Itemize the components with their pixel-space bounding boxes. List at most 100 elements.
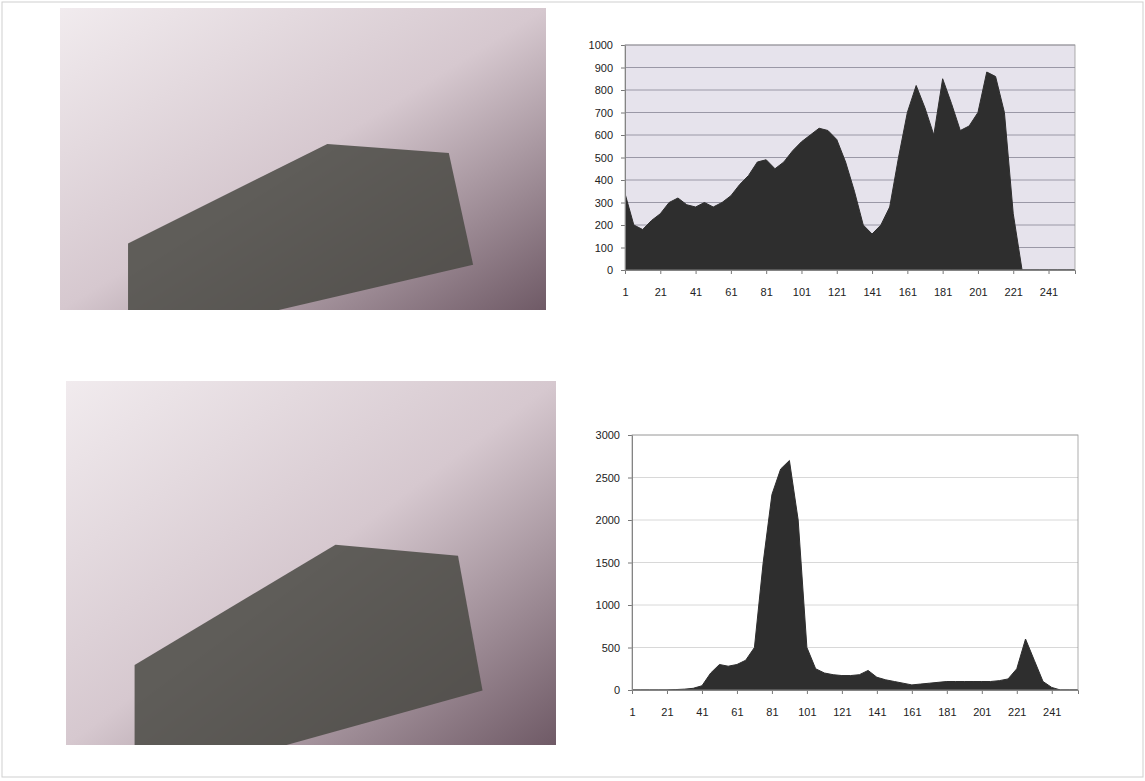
tick: 201	[969, 270, 987, 298]
tick: 500	[595, 152, 625, 164]
tick: 1000	[589, 39, 625, 51]
tick-label: 41	[696, 706, 708, 718]
tick-mark	[628, 435, 632, 436]
plot-background	[625, 45, 1075, 270]
histogram-area	[632, 461, 1078, 691]
tick: 81	[761, 270, 773, 298]
tick-label: 500	[602, 642, 620, 654]
tick-label: 181	[934, 286, 952, 298]
tick-label: 241	[1040, 286, 1058, 298]
tick-label: 201	[969, 286, 987, 298]
tick-mark	[628, 563, 632, 564]
tick-mark	[702, 690, 703, 694]
x-axis: 121416181101121141161181201221241	[622, 270, 1075, 298]
tick-mark	[807, 690, 808, 694]
tick: 181	[938, 690, 956, 718]
tick-mark	[943, 270, 944, 274]
tick-mark	[621, 270, 625, 271]
tick-mark	[628, 478, 632, 479]
tick-mark	[621, 135, 625, 136]
tick: 2500	[596, 472, 632, 484]
tick: 2000	[596, 514, 632, 526]
tick-label: 1000	[589, 39, 613, 51]
tick-label: 101	[793, 286, 811, 298]
tick-mark	[621, 45, 625, 46]
tick-label: 181	[938, 706, 956, 718]
tick-label: 100	[595, 242, 613, 254]
tick-label: 241	[1043, 706, 1061, 718]
tick-mark	[731, 270, 732, 274]
grid-line	[632, 477, 1078, 478]
tick-label: 41	[690, 286, 702, 298]
tick-mark	[872, 270, 873, 274]
frame	[2, 2, 1143, 777]
tick-label: 141	[868, 706, 886, 718]
tick-label: 141	[863, 286, 881, 298]
tick: 800	[595, 84, 625, 96]
tick-mark	[772, 690, 773, 694]
axis-line	[633, 691, 1079, 695]
tick-mark	[1049, 270, 1050, 274]
tick-label: 300	[595, 197, 613, 209]
y-axis: 050010001500200025003000	[596, 429, 633, 696]
tick-label: 0	[607, 264, 613, 276]
tick-mark	[982, 690, 983, 694]
page: 1214161811011211411611812012212410100200…	[0, 0, 1145, 781]
tick: 21	[661, 690, 673, 718]
tick: 3000	[596, 429, 632, 441]
tick-label: 1	[629, 706, 635, 718]
axis-line	[626, 271, 1076, 275]
tick-label: 500	[595, 152, 613, 164]
grid-line	[625, 90, 1075, 91]
tick-label: 700	[595, 107, 613, 119]
tick-mark	[660, 270, 661, 274]
tick: 221	[1008, 690, 1026, 718]
tick-mark	[621, 90, 625, 91]
tick-mark	[696, 270, 697, 274]
tick-mark	[628, 690, 632, 691]
photo-ground	[60, 8, 546, 310]
tick-label: 161	[903, 706, 921, 718]
tick-mark	[621, 203, 625, 204]
tick-label: 3000	[596, 429, 620, 441]
tick-label: 2500	[596, 472, 620, 484]
tick-label: 800	[595, 84, 613, 96]
tick: 101	[798, 690, 816, 718]
tick-label: 1500	[596, 557, 620, 569]
photo-object	[128, 144, 473, 310]
tick: 0	[614, 684, 632, 696]
tick-label: 400	[595, 174, 613, 186]
tick-mark	[621, 158, 625, 159]
tick-mark	[1052, 690, 1053, 694]
tick-label: 61	[731, 706, 743, 718]
plot-background	[632, 435, 1078, 690]
tick: 300	[595, 197, 625, 209]
plot-frame	[625, 45, 1075, 270]
tick: 100	[595, 242, 625, 254]
tick-label: 121	[833, 706, 851, 718]
tick-mark	[737, 690, 738, 694]
photo-object	[135, 545, 483, 745]
tick: 1	[629, 690, 635, 718]
tick-mark	[978, 270, 979, 274]
histogram-area	[625, 72, 1075, 270]
tick-mark	[947, 690, 948, 694]
tick: 81	[766, 690, 778, 718]
tick: 21	[655, 270, 667, 298]
tick-label: 600	[595, 129, 613, 141]
tick-label: 101	[798, 706, 816, 718]
tick-mark	[912, 690, 913, 694]
chart: 1214161811011211411611812012212410100200…	[589, 39, 1076, 298]
tick-mark	[766, 270, 767, 274]
tick: 161	[899, 270, 917, 298]
tick: 121	[828, 270, 846, 298]
tick-mark	[628, 520, 632, 521]
tick: 221	[1005, 270, 1023, 298]
plot-frame	[632, 435, 1078, 690]
marks	[632, 461, 1078, 691]
tick: 241	[1043, 690, 1061, 718]
tick: 101	[793, 270, 811, 298]
tick-label: 21	[661, 706, 673, 718]
tick-label: 161	[899, 286, 917, 298]
tick: 141	[863, 270, 881, 298]
